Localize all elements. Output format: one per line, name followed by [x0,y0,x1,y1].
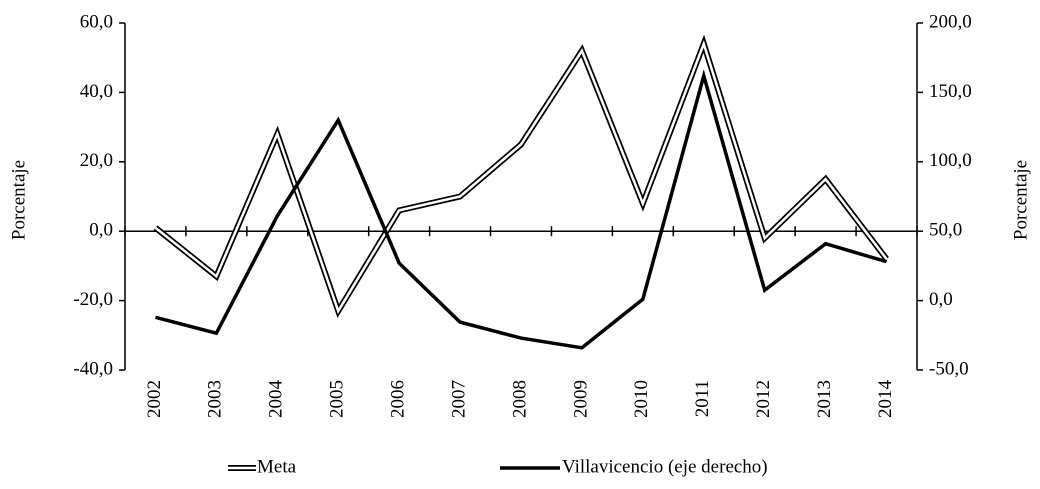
y-tick-label: 20,0 [80,150,113,171]
y2-axis-title: Porcentaje [1010,160,1031,240]
y2-tick-label: -50,0 [929,358,969,379]
legend-label: Meta [257,456,297,477]
x-tick-label: 2010 [631,380,652,418]
x-tick-label: 2007 [448,380,469,418]
y-tick-label: 40,0 [80,81,113,102]
legend-label: Villavicencio (eje derecho) [562,456,768,477]
x-tick-label: 2002 [144,380,165,418]
y-tick-label: -40,0 [73,358,113,379]
x-tick-label: 2004 [266,380,287,419]
x-tick-label: 2011 [692,380,713,417]
x-tick-label: 2014 [875,380,896,419]
y2-tick-label: 200,0 [929,11,972,32]
line-series [153,34,889,319]
x-tick-label: 2012 [753,380,774,418]
y2-tick-label: 100,0 [929,150,972,171]
line-series [155,69,888,350]
y-tick-label: 60,0 [80,11,113,32]
x-tick-label: 2013 [814,380,835,418]
x-tick-label: 2009 [570,380,591,418]
y-tick-label: 0,0 [89,220,113,241]
x-tick-label: 2008 [509,380,530,418]
line-inner [154,40,888,314]
y-tick-label: -20,0 [73,289,113,310]
y2-tick-label: 0,0 [929,289,953,310]
x-tick-label: 2005 [327,380,348,418]
x-tick-label: 2006 [388,380,409,418]
y-axis-title: Porcentaje [8,160,29,240]
x-tick-label: 2003 [205,380,226,418]
y2-tick-label: 50,0 [929,220,962,241]
y2-tick-label: 150,0 [929,81,972,102]
